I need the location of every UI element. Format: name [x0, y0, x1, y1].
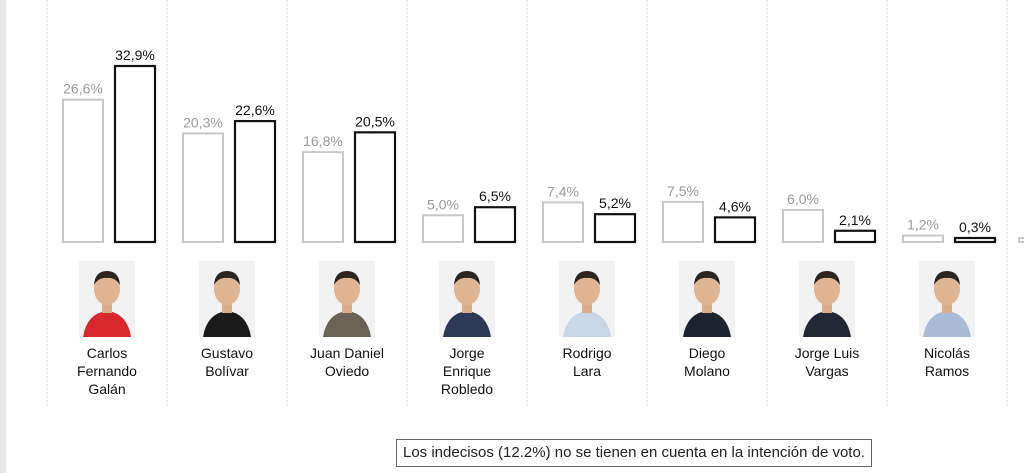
- portrait-icon: [199, 261, 255, 337]
- bar-current: [233, 120, 277, 244]
- portrait-icon: [79, 261, 135, 337]
- portrait-icon: [559, 261, 615, 337]
- candidate-card: Jorge Enrique Robledo: [407, 255, 527, 398]
- footnote: Los indecisos (12.2%) no se tienen en cu…: [396, 439, 872, 467]
- data-label-current: 20,5%: [355, 113, 395, 129]
- portrait-icon: [799, 261, 855, 337]
- candidate-name: Gustavo Bolívar: [200, 345, 254, 379]
- candidate-card: Jorge Luis Vargas: [767, 255, 887, 380]
- data-label-previous: 7,5%: [667, 183, 699, 199]
- bar-previous: [62, 98, 104, 243]
- bar-previous: [662, 200, 704, 243]
- data-label-current: 2,1%: [839, 212, 871, 228]
- bar-previous: [302, 151, 344, 243]
- data-label-previous: 26,6%: [63, 81, 103, 97]
- candidate-name: Carlos Fernando Galán: [77, 345, 137, 397]
- portrait-icon: [439, 261, 495, 337]
- candidate-name: Diego Molano: [684, 345, 730, 379]
- bar-clipped: [1018, 237, 1024, 243]
- bar-previous: [182, 132, 224, 243]
- portrait-icon: [319, 261, 375, 337]
- bar-current: [833, 229, 877, 244]
- candidate-card: Gustavo Bolívar: [167, 255, 287, 380]
- bar-current: [353, 131, 397, 244]
- data-label-current: 0,3%: [959, 219, 991, 235]
- candidate-name: Nicolás Ramos: [924, 345, 970, 379]
- candidate-card: Diego Molano: [647, 255, 767, 380]
- portrait-icon: [919, 261, 975, 337]
- bar-current: [953, 236, 997, 244]
- data-label-current: 32,9%: [115, 47, 155, 63]
- data-label-previous: 1,2%: [907, 217, 939, 233]
- candidate-name: Rodrigo Lara: [562, 345, 612, 379]
- data-label-current: 22,6%: [235, 102, 275, 118]
- data-label-previous: 20,3%: [183, 114, 223, 130]
- data-label-previous: 6,0%: [787, 191, 819, 207]
- bar-previous: [902, 234, 944, 244]
- candidate-name: Jorge Enrique Robledo: [440, 345, 494, 397]
- data-label-previous: 7,4%: [547, 183, 579, 199]
- bar-current: [593, 213, 637, 244]
- bar-current: [713, 216, 757, 244]
- bar-current: [473, 206, 517, 244]
- bar-previous: [782, 208, 824, 244]
- bar-previous: [422, 214, 464, 243]
- data-label-current: 6,5%: [479, 188, 511, 204]
- candidate-card: Rodrigo Lara: [527, 255, 647, 380]
- data-label-previous: 16,8%: [303, 133, 343, 149]
- data-label-current: 4,6%: [719, 198, 751, 214]
- data-label-current: 5,2%: [599, 195, 631, 211]
- candidate-name: Jorge Luis Vargas: [794, 345, 860, 379]
- left-edge-strip: [0, 0, 6, 473]
- candidate-card: Nicolás Ramos: [887, 255, 1007, 380]
- bar-current: [113, 64, 157, 244]
- data-label-previous: 5,0%: [427, 196, 459, 212]
- candidate-name: Juan Daniel Oviedo: [310, 345, 384, 379]
- bar-previous: [542, 201, 584, 244]
- portrait-icon: [679, 261, 735, 337]
- candidate-card: Juan Daniel Oviedo: [287, 255, 407, 380]
- candidate-card: Carlos Fernando Galán: [47, 255, 167, 398]
